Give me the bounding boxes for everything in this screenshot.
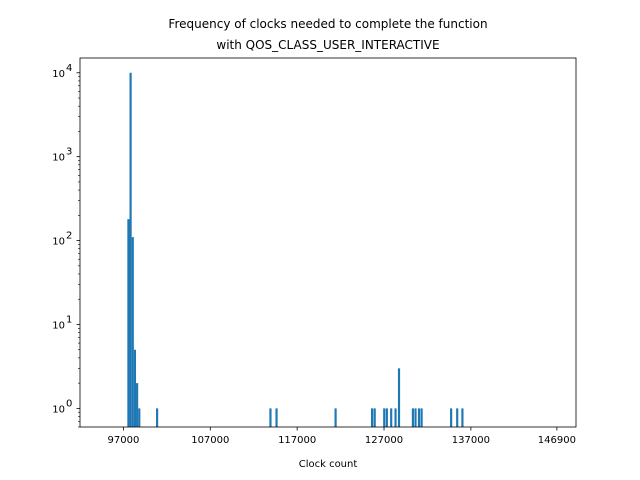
histogram-bar <box>133 349 137 427</box>
x-tick-label: 117000 <box>278 435 316 446</box>
histogram-bar <box>383 408 386 427</box>
histogram-bar <box>420 408 423 427</box>
y-tick-exponent: 0 <box>66 398 72 409</box>
y-tick-exponent: 1 <box>66 314 72 325</box>
y-tick-exponent: 3 <box>66 147 72 158</box>
x-tick-label: 137000 <box>452 435 490 446</box>
histogram-bar <box>131 237 134 427</box>
histogram-bar <box>456 408 459 427</box>
histogram-bar <box>371 408 374 427</box>
x-tick-label: 146900 <box>538 435 576 446</box>
y-tick-label: 10 <box>52 153 65 164</box>
x-tick-label: 127000 <box>365 435 403 446</box>
y-tick-label: 10 <box>52 69 65 80</box>
histogram-bar <box>269 408 272 427</box>
x-axis: 97000 107000 117000 127000 137000 146900 <box>108 427 576 446</box>
histogram-bar <box>397 368 401 427</box>
histogram-bar <box>334 408 337 427</box>
plot-frame <box>79 57 577 428</box>
histogram-bar <box>373 408 376 427</box>
histogram-bar <box>156 408 159 427</box>
bars-group <box>127 72 464 428</box>
histogram-bar <box>390 408 393 427</box>
histogram-bar <box>385 408 388 427</box>
x-tick-label: 97000 <box>108 435 140 446</box>
histogram-bar <box>417 408 421 427</box>
chart-title-line-1: Frequency of clocks needed to complete t… <box>168 17 487 31</box>
histogram-bar <box>414 408 417 427</box>
x-axis-label: Clock count <box>299 459 358 470</box>
histogram-bar <box>138 408 141 427</box>
histogram-bar <box>129 72 132 428</box>
y-tick-exponent: 4 <box>66 63 72 74</box>
y-tick-label: 10 <box>52 237 65 248</box>
histogram-bar <box>127 219 130 427</box>
histogram-bar <box>136 383 139 427</box>
histogram-bar <box>461 408 464 427</box>
x-tick-label: 107000 <box>191 435 229 446</box>
histogram-bar <box>411 408 414 427</box>
histogram-bar <box>394 408 397 427</box>
y-tick-label: 10 <box>52 404 65 415</box>
y-tick-exponent: 2 <box>66 231 72 242</box>
chart-title-line-2: with QOS_CLASS_USER_INTERACTIVE <box>216 38 439 52</box>
histogram-bar <box>450 408 453 427</box>
histogram-bar <box>275 408 278 427</box>
y-tick-label: 10 <box>52 320 65 331</box>
